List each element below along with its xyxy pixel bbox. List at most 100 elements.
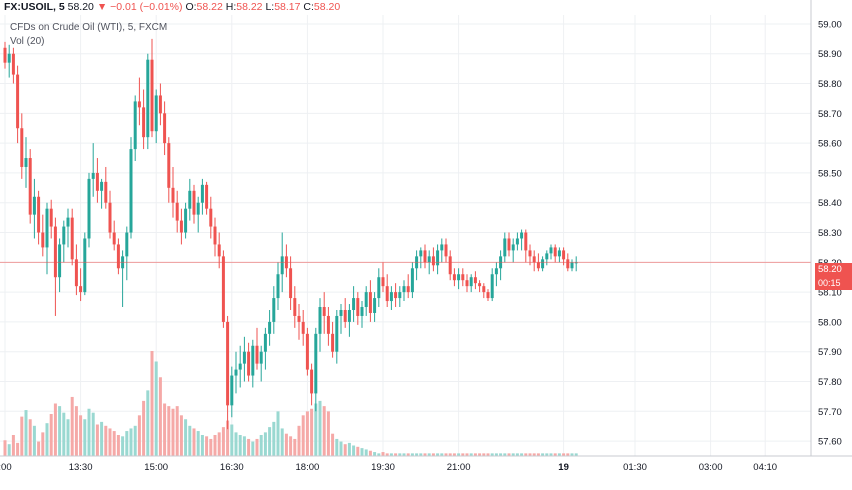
volume-bar (137, 415, 141, 456)
candle-body (331, 333, 335, 352)
candle-body (154, 95, 158, 132)
close-value: 58.20 (313, 1, 341, 13)
candle-body (545, 253, 549, 260)
symbol-label[interactable]: FX:USOIL, 5 (4, 1, 65, 13)
volume-bar (419, 453, 423, 456)
candle-body (465, 280, 469, 287)
candle-body (419, 250, 423, 257)
candle-body (444, 244, 448, 257)
candle-body (142, 107, 146, 138)
volume-bar (259, 435, 263, 456)
candle-body (112, 232, 116, 245)
candle-body (184, 208, 188, 233)
candle-body (238, 363, 242, 370)
y-tick-label: 58.10 (818, 288, 842, 299)
y-tick-label: 58.90 (818, 49, 842, 60)
volume-bar (242, 436, 246, 456)
candle-body (423, 250, 427, 263)
volume-bar (192, 428, 196, 456)
candle-body (49, 208, 53, 227)
volume-bar (415, 453, 419, 456)
candle-body (133, 101, 137, 150)
candle-body (129, 149, 133, 233)
x-tick-label: 01:30 (623, 462, 647, 473)
volume-bar (167, 406, 171, 456)
high-value: 58.22 (236, 1, 263, 13)
candle-body (511, 244, 515, 251)
x-tick-label: 16:30 (220, 462, 244, 473)
candle-body (490, 274, 494, 299)
volume-bar (503, 453, 507, 456)
volume-indicator-label[interactable]: Vol (20) (10, 36, 45, 47)
candle-body (188, 190, 192, 209)
candle-body (494, 268, 498, 275)
candle-body (473, 277, 477, 284)
volume-bar (339, 441, 343, 456)
candle-body (515, 238, 519, 245)
volume-bar (255, 438, 259, 456)
volume-bar (234, 432, 238, 456)
volume-bar (385, 453, 389, 456)
candle-body (406, 286, 410, 293)
volume-bar (41, 432, 45, 456)
candle-body (16, 74, 20, 129)
volume-bar (37, 441, 41, 456)
candle-body (268, 321, 272, 334)
volume-bar (95, 424, 99, 456)
volume-bar (104, 425, 108, 456)
candle-body (431, 256, 435, 266)
candle-body (541, 259, 545, 269)
volume-bar (440, 453, 444, 456)
x-tick-label: :00 (0, 462, 12, 473)
volume-bar (486, 453, 490, 456)
volume-bar (436, 453, 440, 456)
last-price: 58.20 (67, 1, 94, 13)
volume-bar (515, 453, 519, 456)
volume-bar (142, 400, 146, 456)
volume-bar (28, 419, 32, 456)
volume-bar (53, 403, 57, 456)
candle-body (41, 232, 45, 248)
volume-bar (457, 453, 461, 456)
x-tick-label: 19 (558, 462, 569, 473)
volume-bar (112, 431, 116, 456)
volume-bar (520, 453, 524, 456)
volume-bar (251, 441, 255, 456)
y-tick-label: 58.80 (818, 79, 842, 90)
volume-bar (465, 453, 469, 456)
volume-bar (108, 428, 112, 456)
volume-bar (3, 440, 7, 456)
volume-bar (205, 436, 209, 456)
candle-body (221, 256, 225, 322)
volume-bar (200, 435, 204, 456)
volume-bar (574, 453, 578, 456)
candle-body (95, 172, 99, 191)
y-axis-ticks: 59.00 58.90 58.80 58.70 58.60 58.50 58.40 58.30… (818, 19, 842, 447)
candle-body (452, 274, 456, 281)
volume-bar (331, 433, 335, 456)
candle-body (335, 315, 339, 352)
candle-body (440, 244, 444, 251)
y-tick-label: 58.30 (818, 228, 842, 239)
volume-bar (79, 415, 83, 456)
volume-bar (133, 425, 137, 456)
candle-body (402, 286, 406, 293)
volume-bar (74, 406, 78, 456)
x-tick-label: 19:30 (371, 462, 395, 473)
volume-bar (394, 453, 398, 456)
candle-body (32, 196, 36, 215)
candle-body (276, 274, 280, 299)
x-tick-label: 04:10 (753, 462, 777, 473)
volume-bar (66, 419, 70, 456)
low-value: 58.17 (274, 1, 301, 13)
candle-body (200, 184, 204, 203)
candle-body (37, 196, 41, 233)
volume-bar (373, 452, 377, 456)
volume-bar (179, 415, 183, 456)
candle-body (343, 309, 347, 322)
y-tick-label: 58.00 (818, 317, 842, 328)
volume-bar (268, 427, 272, 456)
price-change: ▼ −0.01 (−0.01%) (96, 1, 183, 13)
